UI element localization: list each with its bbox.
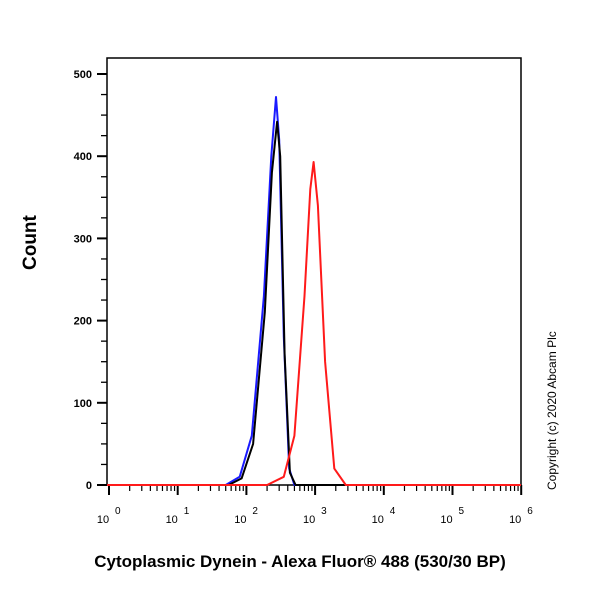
svg-text:10: 10	[303, 514, 315, 526]
svg-text:2: 2	[252, 506, 258, 517]
svg-text:100: 100	[74, 398, 92, 410]
svg-text:500: 500	[74, 69, 92, 81]
svg-text:10: 10	[440, 514, 452, 526]
svg-text:0: 0	[115, 506, 121, 517]
x-axis: 10 0 10 1 10 2 10 3 10 4 10 5 10 6	[97, 485, 533, 526]
x-axis-label: Cytoplasmic Dynein - Alexa Fluor® 488 (5…	[94, 552, 506, 571]
plot-frame	[106, 57, 522, 486]
svg-text:10: 10	[97, 514, 109, 526]
svg-text:1: 1	[184, 506, 190, 517]
svg-text:6: 6	[527, 506, 533, 517]
copyright-text: Copyright (c) 2020 Abcam Plc	[545, 331, 559, 490]
svg-text:10: 10	[234, 514, 246, 526]
svg-text:10: 10	[166, 514, 178, 526]
svg-text:0: 0	[86, 480, 92, 492]
y-axis: 0 100 200 300 400 500	[74, 69, 107, 492]
svg-text:10: 10	[509, 514, 521, 526]
svg-text:10: 10	[372, 514, 384, 526]
blue-curve	[107, 96, 521, 486]
svg-text:3: 3	[321, 506, 327, 517]
red-curve	[107, 161, 521, 486]
histogram-curves	[107, 96, 521, 486]
svg-text:400: 400	[74, 151, 92, 163]
svg-text:5: 5	[459, 506, 465, 517]
y-axis-label: Count	[20, 215, 41, 270]
svg-text:200: 200	[74, 316, 92, 328]
svg-text:4: 4	[390, 506, 396, 517]
svg-text:300: 300	[74, 233, 92, 245]
